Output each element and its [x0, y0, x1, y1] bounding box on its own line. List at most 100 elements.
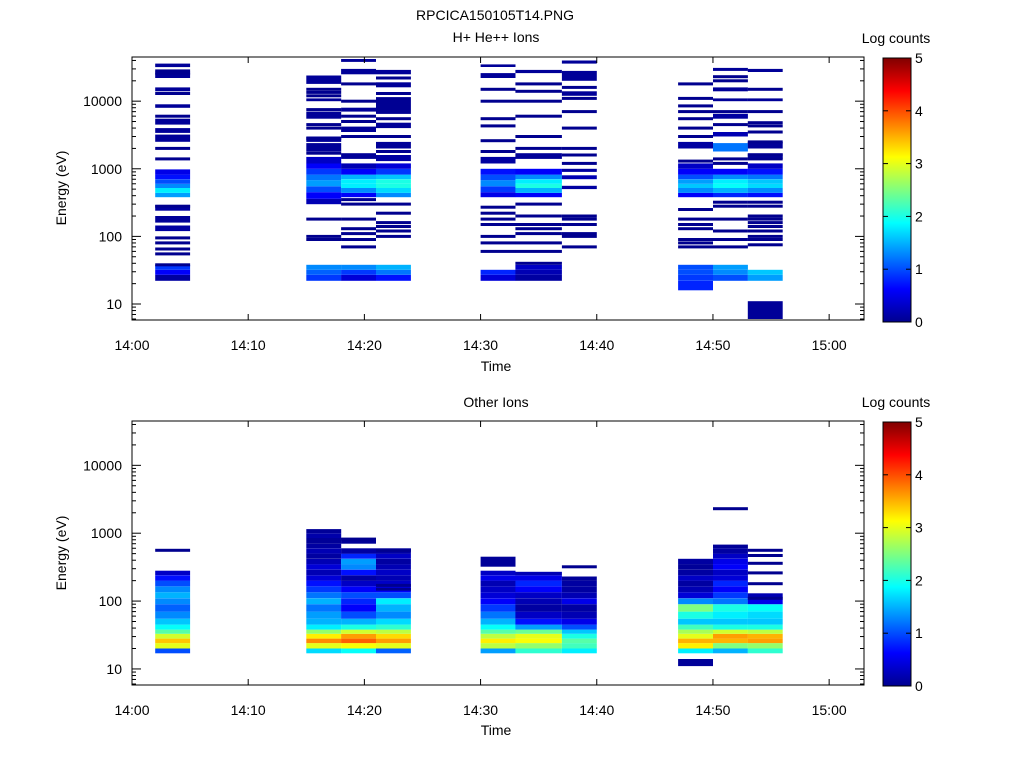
spectrogram-cell [480, 192, 516, 198]
spectrogram-cell [480, 274, 516, 281]
spectrogram-line [376, 225, 411, 228]
spectrogram-cell [480, 643, 516, 649]
spectrogram-line [747, 571, 783, 575]
spectrogram-line [376, 117, 411, 121]
spectrogram-cell [561, 168, 597, 172]
spectrogram-line [713, 79, 748, 83]
spectrogram-cell [713, 274, 748, 281]
spectrogram-cell [376, 643, 411, 649]
spectrogram-cell [747, 629, 783, 634]
spectrogram-cell [678, 592, 713, 599]
spectrogram-line [376, 76, 411, 80]
y-tick-label: 1000 [91, 525, 122, 541]
spectrogram-line [747, 554, 783, 557]
spectrogram-cell [341, 179, 376, 184]
spectrogram-line [713, 507, 748, 511]
spectrogram-cell [306, 156, 342, 164]
spectrogram-cell [306, 558, 342, 565]
spectrogram-line [155, 236, 191, 240]
spectrogram-line [376, 229, 411, 233]
x-tick-label: 14:50 [695, 337, 730, 353]
spectrogram-cell [376, 648, 411, 654]
spectrogram-cell [480, 174, 516, 181]
spectrogram-cell [713, 179, 748, 184]
spectrogram-cell [480, 592, 516, 599]
spectrogram-cell [678, 264, 713, 270]
spectrogram-cell [561, 185, 597, 190]
spectrogram-cell [678, 618, 713, 625]
spectrogram-cell [480, 156, 516, 164]
spectrogram-cell [515, 168, 562, 175]
spectrogram-cell [678, 638, 713, 644]
spectrogram-cell [713, 548, 748, 554]
colorbar-tick-label: 1 [915, 261, 923, 277]
spectrogram-line [376, 583, 411, 587]
spectrogram-line [561, 214, 597, 218]
spectrogram-cell [747, 611, 783, 619]
spectrogram-line [678, 96, 713, 100]
spectrogram-cell [480, 580, 516, 587]
spectrogram-line [341, 114, 376, 118]
spectrogram-cell [155, 624, 191, 630]
spectrogram-cell [155, 174, 191, 180]
spectrogram-line [678, 104, 713, 108]
spectrogram-cell [747, 301, 783, 319]
y-tick-label: 10 [106, 296, 122, 312]
spectrogram-cell [747, 274, 783, 281]
axes: 14:00 14:10 14:20 14:30 14:40 14:50 15:00 10 100… [83, 421, 864, 718]
spectrogram-cell [713, 598, 748, 605]
spectrogram-line [341, 198, 376, 202]
spectrogram-cell [678, 188, 713, 193]
spectrogram-cell [480, 638, 516, 644]
spectrogram-line [678, 110, 713, 114]
spectrogram-cell [341, 624, 376, 630]
spectrogram-line [747, 110, 783, 114]
spectrogram-cell [515, 174, 562, 180]
spectrogram-cell [376, 97, 411, 114]
spectrogram-line [515, 241, 562, 245]
spectrogram-line [515, 223, 562, 226]
spectrogram-cell [155, 570, 191, 576]
spectrogram-cell [155, 73, 191, 78]
spectrogram-cell [713, 264, 748, 270]
spectrogram-cell [561, 611, 597, 619]
spectrogram-cell [155, 63, 191, 68]
spectrogram-line [747, 130, 783, 134]
spectrogram-cell [561, 70, 597, 81]
spectrogram-cell [515, 269, 562, 275]
spectrogram-cell [376, 569, 411, 576]
x-axis-label: Time [481, 722, 512, 738]
spectrogram-cell [155, 128, 191, 133]
spectrogram-cell [480, 586, 516, 593]
spectrogram-line [155, 548, 191, 552]
spectrogram-cell [480, 604, 516, 612]
spectrogram-cell [480, 624, 516, 630]
spectrogram-cell [561, 60, 597, 64]
spectrogram-line [515, 146, 562, 150]
spectrogram-line [678, 117, 713, 121]
spectrogram-cell [678, 168, 713, 175]
spectrogram-cell [341, 183, 376, 188]
spectrogram-line [747, 157, 783, 161]
colorbar-tick-label: 5 [915, 414, 923, 430]
spectrogram-line [713, 75, 748, 79]
spectrogram-cell [713, 618, 748, 625]
spectrogram-line [306, 151, 342, 155]
spectrogram-cell [561, 580, 597, 587]
panel-other-ions: Other Ions 14:00 14:10 14:20 14:30 14:40 14:5… [53, 394, 930, 738]
spectrogram-cell [747, 269, 783, 275]
spectrogram-cell [747, 192, 783, 198]
spectrogram-cell [306, 111, 342, 119]
spectrogram-cell [376, 179, 411, 184]
spectrogram-line [678, 227, 713, 231]
x-tick-label: 14:10 [231, 702, 266, 718]
spectrogram-cell [713, 580, 748, 587]
spectrogram-cell [713, 183, 748, 188]
spectrogram-cell [561, 576, 597, 581]
spectrogram-line [306, 90, 342, 94]
spectrogram-line [561, 85, 597, 89]
spectrogram-line [306, 126, 342, 130]
spectrogram-cell [376, 633, 411, 639]
spectrogram-line [747, 561, 783, 565]
spectrogram-cell [515, 618, 562, 625]
